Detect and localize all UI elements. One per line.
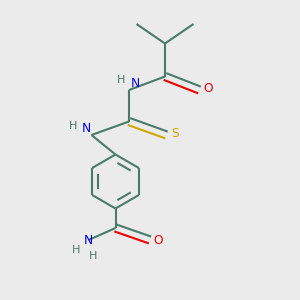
Text: S: S bbox=[171, 127, 179, 140]
Text: H: H bbox=[69, 121, 77, 131]
Text: H: H bbox=[89, 250, 97, 261]
Text: N: N bbox=[84, 233, 93, 247]
Text: O: O bbox=[154, 233, 163, 247]
Text: O: O bbox=[203, 82, 213, 95]
Text: H: H bbox=[117, 75, 126, 85]
Text: N: N bbox=[131, 77, 140, 90]
Text: H: H bbox=[72, 244, 80, 255]
Text: N: N bbox=[82, 122, 91, 135]
